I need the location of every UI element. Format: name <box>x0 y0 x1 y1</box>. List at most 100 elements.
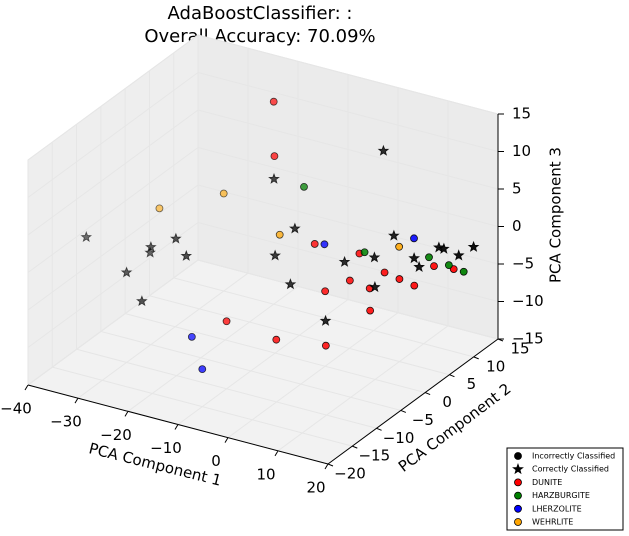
tick-mark <box>274 450 279 457</box>
tick-mark <box>400 409 407 413</box>
x-tick-label: 10 <box>256 465 275 483</box>
circle-point <box>380 268 389 277</box>
star-point <box>408 252 420 264</box>
grid-line <box>27 222 199 348</box>
tick-mark <box>327 463 334 467</box>
star-point <box>413 260 425 273</box>
grid-line <box>27 34 199 161</box>
z-tick-label: 10 <box>512 142 531 160</box>
star-point <box>169 232 182 244</box>
circle-point <box>270 152 279 161</box>
legend-box <box>506 447 624 531</box>
circle-point <box>275 230 284 239</box>
circle-point <box>320 240 329 249</box>
tick-mark <box>352 445 358 449</box>
star-point <box>144 240 157 253</box>
circle-point <box>410 281 419 290</box>
circle-point <box>269 97 278 106</box>
x-tick-label: −40 <box>0 400 32 418</box>
grid-line <box>27 72 199 198</box>
grid-line <box>27 109 199 236</box>
x-tick-label: 20 <box>306 479 325 497</box>
tick-mark <box>449 374 455 378</box>
grid-line <box>197 109 499 190</box>
circle-point <box>219 189 228 198</box>
grid-line <box>27 184 199 311</box>
x-tick-label: 0 <box>211 452 221 470</box>
circle-point <box>222 317 231 326</box>
grid-line <box>227 312 399 439</box>
grid-line <box>197 222 499 302</box>
circle-point <box>155 204 164 213</box>
x-tick-label: −10 <box>150 439 182 457</box>
circle-point <box>459 267 468 276</box>
legend-label: Correctly Classified <box>532 465 609 474</box>
grid-line <box>125 313 426 394</box>
circle-point <box>444 261 453 270</box>
star-point <box>377 144 390 156</box>
z-tick-label: −10 <box>512 292 544 310</box>
star-point <box>180 249 193 261</box>
tick-mark <box>473 356 479 360</box>
y-tick-label: −15 <box>358 447 390 465</box>
tick-mark <box>24 384 29 391</box>
circle-point <box>345 276 354 285</box>
grid-line <box>52 366 353 447</box>
star-point <box>269 249 282 261</box>
z-tick-label: 15 <box>512 105 531 123</box>
z-axis-label: PCA Component 3 <box>547 147 565 283</box>
star-point <box>135 295 148 307</box>
x-axis-line <box>27 384 329 465</box>
y-tick-label: 10 <box>486 357 505 375</box>
circle-point <box>366 306 375 315</box>
legend-marker <box>514 478 522 487</box>
star-point <box>284 278 297 290</box>
z-tick-label: −15 <box>512 330 544 348</box>
star-point <box>319 314 332 326</box>
circle-point <box>321 287 330 296</box>
chart-title: AdaBoostClassifier: : <box>168 3 353 24</box>
tick-mark <box>324 463 329 470</box>
circle-point <box>310 240 319 248</box>
circle-point <box>300 182 308 191</box>
y-tick-label: −20 <box>334 465 366 483</box>
legend-marker <box>512 463 524 475</box>
grid-line <box>277 325 449 452</box>
grid-line <box>197 147 499 227</box>
star-point <box>433 241 445 253</box>
tick-mark <box>376 427 382 431</box>
x-tick-label: −30 <box>50 413 82 431</box>
circle-point <box>425 253 433 262</box>
legend-marker <box>514 491 522 500</box>
circle-point <box>321 341 330 350</box>
circle-point <box>198 365 207 374</box>
circle-point <box>395 275 404 283</box>
y-tick-label: 15 <box>510 340 529 358</box>
grid-line <box>77 272 249 399</box>
star-point <box>368 251 381 263</box>
grid-line <box>197 34 499 115</box>
star-point <box>288 222 301 234</box>
circle-point <box>187 332 196 341</box>
star-point <box>369 280 381 293</box>
y-tick-label: −10 <box>383 429 415 447</box>
x-tick-label: −20 <box>100 426 132 444</box>
circle-point <box>360 248 369 257</box>
tick-mark <box>174 424 179 430</box>
y-tick-label: 0 <box>442 393 452 411</box>
y-tick-label: 5 <box>467 375 477 393</box>
grid-line <box>76 348 377 429</box>
star-point <box>338 255 351 267</box>
circle-point <box>410 234 418 243</box>
legend-marker <box>514 452 522 460</box>
grid-line <box>100 330 401 411</box>
z-tick-label: 0 <box>512 217 522 235</box>
legend-label: LHERZOLITE <box>532 504 582 513</box>
grid-line <box>27 147 199 273</box>
star-point <box>387 229 400 241</box>
grid-line <box>127 285 299 412</box>
grid-line <box>197 184 499 265</box>
legend-label: WEHRLITE <box>532 518 573 527</box>
tick-mark <box>224 437 229 443</box>
